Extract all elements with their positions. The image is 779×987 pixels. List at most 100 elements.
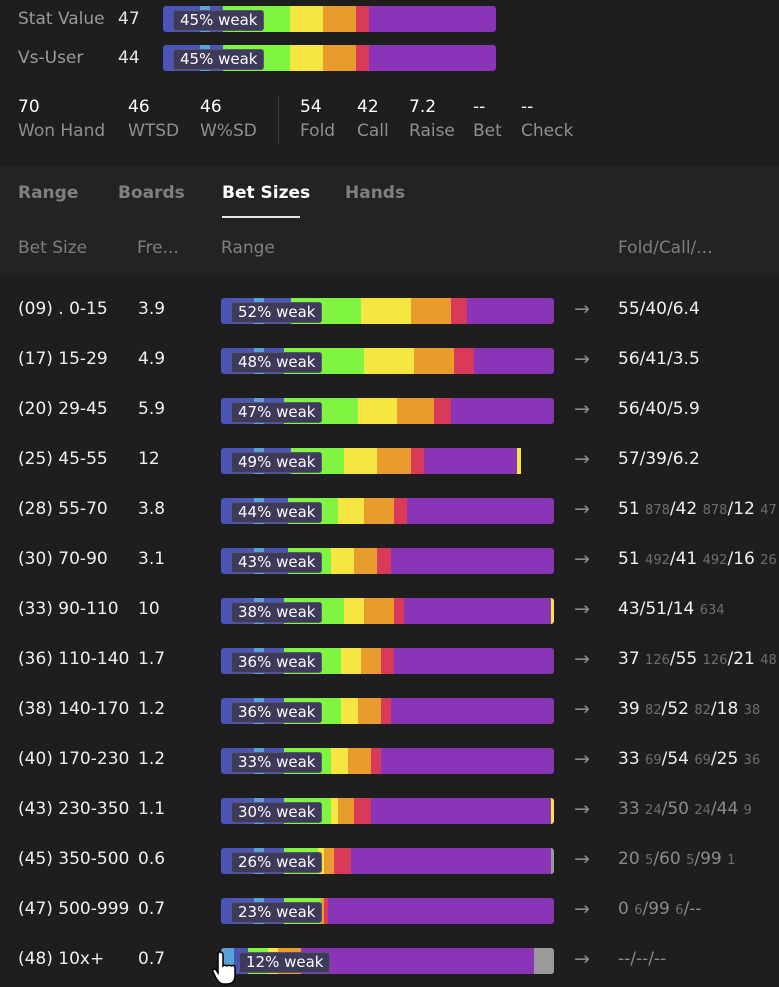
range-bar-segment-yellow bbox=[340, 648, 361, 674]
frequency-value: 12 bbox=[138, 449, 160, 469]
bet-size-row[interactable]: (48) 10x+ 0.7 12% weak → --/--/-- bbox=[0, 948, 779, 974]
fold-call-raise-value: 33 69/54 69/25 36 bbox=[618, 749, 760, 769]
frequency-value: 1.2 bbox=[138, 699, 166, 719]
summary-label: Check bbox=[521, 121, 574, 141]
range-bar-segment-red bbox=[324, 898, 328, 924]
bet-size-row[interactable]: (40) 170-230 1.2 33% weak → 33 69/54 69/25 3… bbox=[0, 748, 779, 774]
percentage-text: /12 bbox=[727, 499, 761, 519]
percentage-text: 39 bbox=[618, 699, 646, 719]
percentage-text: 20 bbox=[618, 849, 646, 869]
range-bar[interactable]: 38% weak bbox=[221, 598, 554, 624]
tab-range[interactable]: Range bbox=[18, 183, 79, 203]
frequency-value: 0.7 bbox=[138, 899, 166, 919]
weak-percent-badge: 45% weak bbox=[173, 10, 265, 31]
range-bar[interactable]: 12% weak bbox=[221, 948, 554, 974]
percentage-text: /25 bbox=[710, 749, 744, 769]
percentage-text: /-- bbox=[683, 899, 702, 919]
range-bar-segment-red bbox=[434, 398, 451, 424]
bet-size-row[interactable]: (33) 90-110 10 38% weak → 43/51/14 634 bbox=[0, 598, 779, 624]
range-bar[interactable]: 44% weak bbox=[221, 498, 554, 524]
bet-size-row[interactable]: (20) 29-45 5.9 47% weak → 56/40/5.9 bbox=[0, 398, 779, 424]
tab-hands[interactable]: Hands bbox=[345, 183, 406, 203]
bet-size-row[interactable]: (36) 110-140 1.7 36% weak → 37 126/55 126/21… bbox=[0, 648, 779, 674]
range-bar[interactable]: 26% weak bbox=[221, 848, 554, 874]
range-bar[interactable]: 36% weak bbox=[221, 698, 554, 724]
summary-item-won-hand: 70 Won Hand bbox=[18, 96, 128, 148]
bet-size-row[interactable]: (45) 350-500 0.6 26% weak → 20 5/60 5/99 1 bbox=[0, 848, 779, 874]
tab-boards[interactable]: Boards bbox=[118, 183, 185, 203]
bet-size-row[interactable]: (30) 70-90 3.1 43% weak → 51 492/41 492/16 2… bbox=[0, 548, 779, 574]
range-bar-segment-red bbox=[394, 498, 408, 524]
stat-row: Stat Value 47 45% weak bbox=[18, 6, 496, 32]
weak-percent-badge: 30% weak bbox=[231, 802, 323, 823]
fold-call-raise-value: 39 82/52 82/18 38 bbox=[618, 699, 760, 719]
column-header-frequency[interactable]: Fre... bbox=[137, 238, 179, 258]
percentage-text: /99 bbox=[694, 849, 728, 869]
bet-size-row[interactable]: (47) 500-999 0.7 23% weak → 0 6/99 6/-- bbox=[0, 898, 779, 924]
range-bar-segment-orange bbox=[357, 698, 381, 724]
range-bar[interactable]: 47% weak bbox=[221, 398, 554, 424]
bet-size-row[interactable]: (17) 15-29 4.9 48% weak → 56/41/3.5 bbox=[0, 348, 779, 374]
bet-size-label: (48) 10x+ bbox=[18, 949, 105, 969]
range-bar[interactable]: 33% weak bbox=[221, 748, 554, 774]
sample-count: 5 bbox=[686, 853, 695, 868]
bet-size-row[interactable]: (38) 140-170 1.2 36% weak → 39 82/52 82/18 3… bbox=[0, 698, 779, 724]
percentage-text: 43/51/14 bbox=[618, 599, 700, 619]
bet-size-row[interactable]: (25) 45-55 12 49% weak → 57/39/6.2 bbox=[0, 448, 779, 474]
fold-call-raise-value: 51 878/42 878/12 47 bbox=[618, 499, 777, 519]
range-bar-segment-red bbox=[410, 448, 425, 474]
column-header-range[interactable]: Range bbox=[221, 238, 275, 258]
range-bar[interactable]: 48% weak bbox=[221, 348, 554, 374]
weak-percent-badge: 26% weak bbox=[231, 852, 323, 873]
frequency-value: 3.8 bbox=[138, 499, 166, 519]
range-bar-segment-red bbox=[370, 748, 381, 774]
summary-value: 70 bbox=[18, 97, 40, 117]
sample-count: 6 bbox=[675, 903, 684, 918]
bet-size-label: (09) . 0-15 bbox=[18, 299, 108, 319]
percentage-text: /16 bbox=[727, 549, 761, 569]
percentage-text: /55 bbox=[669, 649, 703, 669]
summary-item-raise: 7.2 Raise bbox=[409, 96, 473, 148]
percentage-text: /60 bbox=[653, 849, 687, 869]
column-header-bet-size[interactable]: Bet Size bbox=[18, 238, 88, 258]
summary-value: 42 bbox=[357, 97, 379, 117]
range-bar[interactable]: 52% weak bbox=[221, 298, 554, 324]
stat-value: 44 bbox=[118, 48, 140, 68]
range-bar[interactable]: 49% weak bbox=[221, 448, 554, 474]
column-header-fold-call-raise[interactable]: Fold/Call/... bbox=[618, 238, 713, 258]
percentage-text: /99 bbox=[642, 899, 676, 919]
range-bar-segment-purple bbox=[300, 948, 534, 974]
bet-size-row[interactable]: (28) 55-70 3.8 44% weak → 51 878/42 878/12 4… bbox=[0, 498, 779, 524]
weak-percent-badge: 48% weak bbox=[231, 352, 323, 373]
weak-percent-badge: 45% weak bbox=[173, 49, 265, 70]
sample-count: 24 bbox=[645, 803, 662, 818]
range-bar[interactable]: 30% weak bbox=[221, 798, 554, 824]
range-bar[interactable]: 36% weak bbox=[221, 648, 554, 674]
fold-call-raise-value: 57/39/6.2 bbox=[618, 449, 700, 469]
percentage-text: /18 bbox=[710, 699, 744, 719]
fold-call-raise-value: 56/40/5.9 bbox=[618, 399, 700, 419]
bet-size-row[interactable]: (09) . 0-15 3.9 52% weak → 55/40/6.4 bbox=[0, 298, 779, 324]
range-bar-segment-yellow bbox=[330, 748, 348, 774]
range-bar[interactable]: 43% weak bbox=[221, 548, 554, 574]
hand-cursor-icon bbox=[212, 951, 236, 985]
bet-size-label: (30) 70-90 bbox=[18, 549, 108, 569]
range-bar[interactable]: 45% weak bbox=[163, 45, 496, 71]
summary-item-check: -- Check bbox=[521, 96, 581, 148]
range-bar-segment-purple bbox=[450, 398, 554, 424]
summary-value: 54 bbox=[300, 97, 322, 117]
tab-bet-sizes[interactable]: Bet Sizes bbox=[222, 183, 311, 203]
range-bar-segment-purple bbox=[390, 548, 554, 574]
sample-count: 126 bbox=[645, 653, 670, 668]
right-arrow-icon: → bbox=[574, 598, 590, 620]
range-bar[interactable]: 45% weak bbox=[163, 6, 496, 32]
tabs-header: Range Boards Bet Sizes Hands Bet Size Fr… bbox=[0, 166, 779, 276]
range-bar-segment-orange bbox=[354, 548, 378, 574]
fold-call-raise-value: 37 126/55 126/21 48 bbox=[618, 649, 777, 669]
range-bar[interactable]: 23% weak bbox=[221, 898, 554, 924]
percentage-text: 37 bbox=[618, 649, 646, 669]
right-arrow-icon: → bbox=[574, 448, 590, 470]
frequency-value: 1.1 bbox=[138, 799, 166, 819]
weak-percent-badge: 43% weak bbox=[231, 552, 323, 573]
bet-size-row[interactable]: (43) 230-350 1.1 30% weak → 33 24/50 24/44 9 bbox=[0, 798, 779, 824]
